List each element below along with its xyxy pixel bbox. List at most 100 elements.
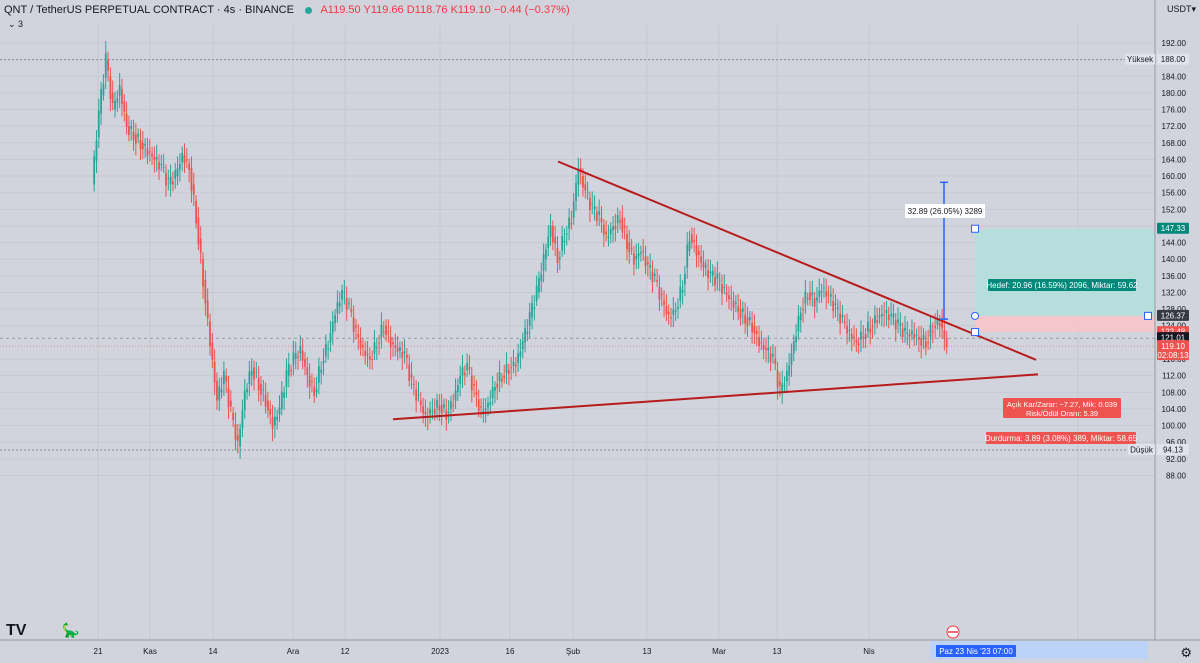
candle-body xyxy=(134,134,137,144)
candle-body xyxy=(128,126,130,136)
candle-body xyxy=(524,327,526,343)
candle-body xyxy=(190,167,193,191)
currency-selector[interactable]: USDT▾ xyxy=(1166,4,1196,14)
candle-body xyxy=(809,292,811,301)
candle-body xyxy=(100,89,103,114)
candle-body xyxy=(795,336,798,343)
candle-body xyxy=(246,388,248,393)
candle-body xyxy=(95,140,98,161)
candle-body xyxy=(753,325,756,334)
candle-body xyxy=(343,291,346,293)
candle-body xyxy=(160,163,163,165)
candle-body xyxy=(612,226,614,231)
ohlc-change: −0.44 (−0.37%) xyxy=(493,4,570,16)
candle-body xyxy=(565,233,568,235)
candle-body xyxy=(241,410,244,429)
candle-body xyxy=(433,408,436,414)
candle-body xyxy=(236,435,239,441)
candle-body xyxy=(229,400,232,407)
candle-body xyxy=(148,151,151,153)
candle-body xyxy=(227,388,230,408)
price-tick: 164.00 xyxy=(1162,155,1187,164)
candle-body xyxy=(199,238,202,253)
candle-body xyxy=(836,307,839,310)
candle-body xyxy=(825,291,828,297)
high-label-badge: Yüksek xyxy=(1127,55,1154,64)
candle-body xyxy=(297,356,299,358)
time-tick: 13 xyxy=(773,647,782,656)
candle-body xyxy=(517,353,520,364)
price-tick: 136.00 xyxy=(1162,272,1187,281)
candle-body xyxy=(577,170,580,185)
candle-body xyxy=(269,408,272,415)
candle-body xyxy=(834,303,837,305)
candle-body xyxy=(470,375,473,391)
candle-body xyxy=(378,342,381,344)
candle-body xyxy=(751,322,753,333)
candle-body xyxy=(519,351,522,357)
open-pnl-label: Açık Kar/Zarar: −7.27, Mik: 0.039 xyxy=(1007,400,1117,409)
candle-body xyxy=(709,271,712,274)
candle-body xyxy=(857,342,860,346)
candle-body xyxy=(626,234,628,250)
candle-body xyxy=(260,383,262,395)
candle-body xyxy=(324,344,327,357)
indicator-toggle[interactable]: ⌄ 3 xyxy=(8,19,24,29)
tradingview-logo-icon[interactable]: TV xyxy=(6,622,27,639)
candle-body xyxy=(461,367,464,376)
candle-body xyxy=(561,235,564,251)
candle-body xyxy=(545,249,547,260)
time-tick: 2023 xyxy=(431,647,449,656)
candle-body xyxy=(202,259,204,287)
candle-body xyxy=(192,184,195,195)
candle-body xyxy=(864,334,867,338)
candle-body xyxy=(264,395,267,407)
candle-body xyxy=(714,277,716,286)
candle-body xyxy=(811,292,814,296)
candle-body xyxy=(153,156,156,161)
candle-body xyxy=(334,315,336,323)
candle-body xyxy=(341,289,343,300)
candle-body xyxy=(306,367,309,376)
candle-body xyxy=(605,231,608,235)
candle-body xyxy=(783,385,786,387)
indicator-count: 3 xyxy=(18,19,24,29)
candle-body xyxy=(774,359,777,364)
candle-body xyxy=(547,236,550,249)
candle-body xyxy=(456,384,459,393)
position-handle xyxy=(1144,311,1152,320)
candle-body xyxy=(818,290,821,297)
time-tick: 16 xyxy=(506,647,515,656)
symbol-title[interactable]: QNT / TetherUS PERPETUAL CONTRACT · 4s ·… xyxy=(4,4,294,16)
candle-body xyxy=(568,217,570,229)
candle-body xyxy=(107,59,109,71)
ascending-trendline xyxy=(392,373,1039,421)
candle-body xyxy=(535,285,538,301)
candle-body xyxy=(394,345,397,348)
candle-body xyxy=(876,320,879,323)
candle-body xyxy=(595,212,598,222)
candle-body xyxy=(480,406,482,408)
price-tick: 92.00 xyxy=(1166,455,1187,464)
symbol-header[interactable]: QNT / TetherUS PERPETUAL CONTRACT · 4s ·… xyxy=(4,4,570,16)
candle-body xyxy=(389,336,392,348)
candle-body xyxy=(167,177,170,179)
candle-body xyxy=(667,311,670,315)
candle-body xyxy=(213,361,216,383)
candle-body xyxy=(582,176,584,188)
candle-body xyxy=(906,332,909,335)
candle-body xyxy=(174,170,177,179)
candle-body xyxy=(887,314,890,320)
candle-body xyxy=(257,378,260,391)
candle-body xyxy=(392,342,394,345)
candle-body xyxy=(890,314,892,317)
candle-body xyxy=(130,126,133,129)
candle-body xyxy=(929,324,932,337)
candle-body xyxy=(222,371,225,384)
candle-body xyxy=(681,289,684,293)
candle-body xyxy=(355,325,357,328)
gear-icon[interactable]: ⚙ xyxy=(1180,645,1192,660)
candle-body xyxy=(144,144,147,146)
candle-body xyxy=(216,381,218,401)
